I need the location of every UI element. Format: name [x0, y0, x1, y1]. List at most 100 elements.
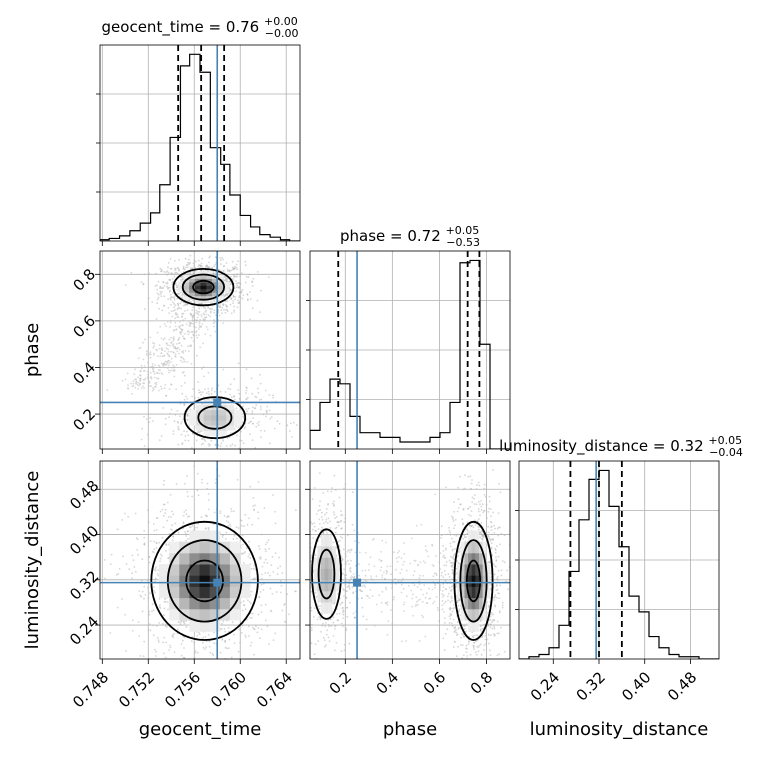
- sample-point: [164, 363, 167, 366]
- sample-point: [204, 648, 206, 650]
- sample-point: [492, 613, 494, 616]
- density-cell: [217, 285, 224, 290]
- sample-point: [280, 591, 282, 594]
- sample-point: [457, 597, 460, 600]
- sample-point: [489, 540, 492, 542]
- sample-point: [249, 616, 251, 619]
- sample-point: [167, 286, 169, 289]
- sample-point: [148, 592, 151, 595]
- sample-point: [498, 610, 501, 612]
- sample-point: [440, 536, 442, 539]
- sample-point: [177, 304, 180, 307]
- sample-point: [411, 597, 414, 600]
- sample-point: [393, 551, 395, 554]
- sample-point: [467, 643, 470, 646]
- sample-point: [208, 393, 211, 396]
- sample-point: [212, 523, 215, 526]
- sample-point: [236, 268, 239, 270]
- sample-point: [223, 308, 225, 311]
- sample-point: [156, 292, 159, 295]
- sample-point: [473, 669, 475, 671]
- density-cell: [194, 271, 201, 276]
- sample-point: [125, 563, 128, 565]
- sample-point: [272, 394, 274, 397]
- sample-point: [201, 257, 204, 260]
- density-cell: [217, 281, 224, 286]
- sample-point: [178, 348, 181, 351]
- sample-point: [148, 272, 151, 275]
- sample-point: [261, 578, 263, 580]
- sample-point: [235, 537, 238, 540]
- sample-point: [167, 543, 170, 546]
- sample-point: [135, 382, 137, 385]
- sample-point: [139, 370, 142, 373]
- sample-point: [492, 694, 494, 696]
- sample-point: [452, 556, 454, 559]
- sample-point: [349, 601, 351, 604]
- sample-point: [175, 328, 178, 331]
- sample-point: [483, 509, 486, 512]
- sample-point: [148, 385, 151, 387]
- sample-point: [449, 601, 452, 604]
- sample-point: [479, 503, 481, 506]
- sample-point: [172, 329, 175, 332]
- sample-point: [226, 280, 228, 282]
- sample-point: [285, 621, 287, 623]
- sample-point: [153, 586, 155, 588]
- sample-point: [137, 376, 140, 379]
- sample-point: [148, 556, 151, 559]
- sample-point: [190, 640, 193, 643]
- sample-point: [139, 374, 142, 377]
- sample-point: [158, 641, 160, 643]
- sample-point: [131, 629, 134, 632]
- sample-point: [142, 655, 145, 658]
- sample-point: [474, 524, 477, 526]
- sample-point: [448, 615, 451, 618]
- sample-point: [172, 301, 175, 303]
- sample-point: [177, 531, 180, 534]
- sample-point: [176, 420, 179, 423]
- sample-point: [244, 513, 247, 516]
- sample-point: [479, 536, 481, 539]
- sample-point: [153, 371, 156, 373]
- sample-point: [197, 310, 199, 313]
- sample-point: [417, 599, 420, 602]
- sample-point: [318, 518, 321, 521]
- sample-point: [325, 633, 328, 636]
- sample-point: [193, 264, 196, 267]
- sample-point: [167, 608, 169, 611]
- sample-point: [160, 337, 163, 340]
- sample-point: [140, 579, 143, 582]
- sample-point: [188, 350, 190, 352]
- sample-point: [253, 407, 256, 410]
- sample-point: [212, 270, 215, 273]
- sample-point: [401, 563, 404, 566]
- sample-point: [328, 640, 331, 642]
- sample-point: [175, 312, 177, 314]
- sample-point: [137, 553, 140, 556]
- sample-point: [292, 421, 295, 424]
- sample-point: [493, 627, 496, 630]
- sample-point: [249, 557, 252, 559]
- sample-point: [443, 554, 445, 557]
- sample-point: [184, 303, 187, 306]
- sample-point: [442, 583, 444, 585]
- density-cell: [199, 552, 210, 565]
- sample-point: [176, 313, 179, 316]
- sample-point: [164, 656, 167, 659]
- sample-point: [452, 646, 455, 648]
- density-cell: [194, 299, 201, 304]
- sample-point: [444, 633, 447, 635]
- density-cell: [217, 275, 224, 279]
- sample-point: [266, 405, 269, 408]
- sample-point: [373, 565, 376, 568]
- sample-point: [180, 344, 183, 347]
- sample-point: [333, 500, 335, 503]
- sample-point: [450, 561, 453, 564]
- density-cell: [189, 530, 200, 543]
- sample-point: [141, 610, 144, 613]
- sample-point: [499, 491, 502, 494]
- sample-point: [170, 303, 172, 306]
- sample-point: [310, 554, 313, 557]
- density-cell: [226, 425, 235, 431]
